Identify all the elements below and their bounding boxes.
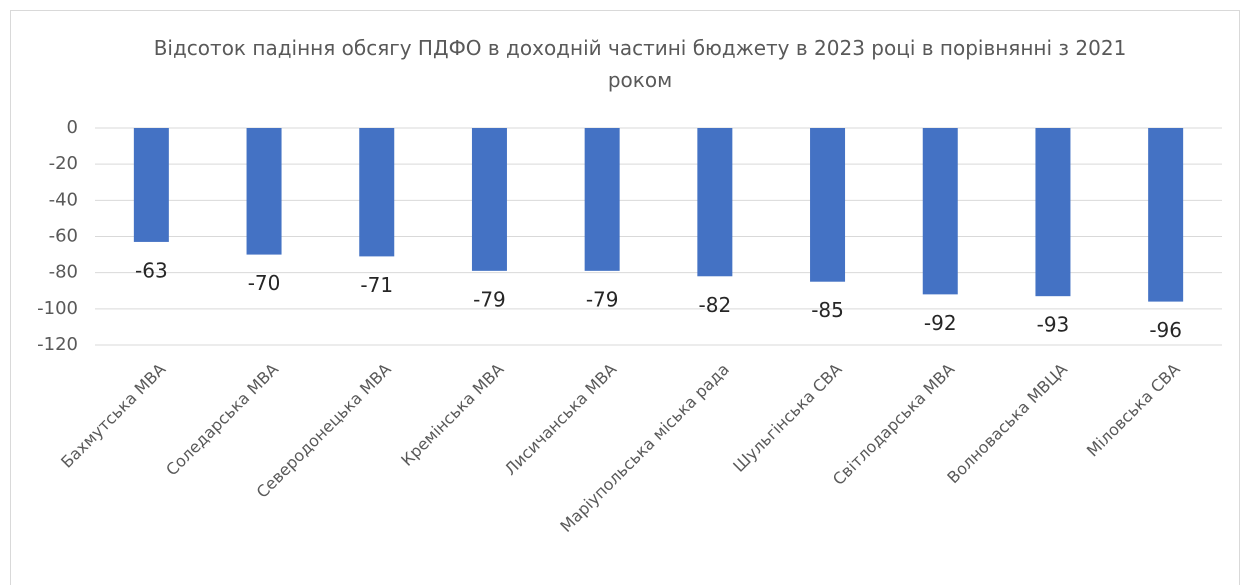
data-label: -96 <box>1149 318 1182 342</box>
y-tick-label: -20 <box>49 153 78 174</box>
y-tick-label: -100 <box>37 298 78 319</box>
chart-title: Відсоток падіння обсягу ПДФО в доходній … <box>153 36 1127 92</box>
bar <box>810 128 846 282</box>
bar <box>133 128 169 242</box>
data-label: -93 <box>1037 313 1070 337</box>
data-label: -82 <box>699 293 732 317</box>
x-tick-label: Бахмутська МВА <box>57 360 169 472</box>
x-tick-label: Світлодарська МВА <box>829 360 958 489</box>
bar <box>584 128 620 271</box>
bar <box>471 128 507 271</box>
data-label: -79 <box>586 287 619 311</box>
y-tick-label: -60 <box>49 226 78 247</box>
data-label: -92 <box>924 311 957 335</box>
chart-border <box>10 10 1240 585</box>
data-label: -70 <box>248 271 281 295</box>
bar <box>1148 128 1184 302</box>
x-tick-label: Кремінська МВА <box>397 360 507 470</box>
x-tick-label: Лисичанська МВА <box>501 360 620 479</box>
y-tick-label: -120 <box>37 334 78 355</box>
x-tick-label: Шульгінська СВА <box>729 360 845 476</box>
data-label: -63 <box>135 258 168 282</box>
x-tick-label: Міловська СВА <box>1083 360 1184 461</box>
y-tick-label: -80 <box>49 262 78 283</box>
y-tick-label: -40 <box>49 189 78 210</box>
x-tick-label: Соледарська МВА <box>162 360 282 480</box>
bar <box>359 128 395 257</box>
bar <box>697 128 733 277</box>
bar <box>1035 128 1071 297</box>
bar <box>922 128 958 295</box>
y-tick-label: 0 <box>67 117 78 138</box>
bar <box>246 128 282 255</box>
data-label: -71 <box>360 273 393 297</box>
data-label: -79 <box>473 287 506 311</box>
data-label: -85 <box>811 298 844 322</box>
x-tick-label: Волноваська МВЦА <box>943 360 1071 488</box>
